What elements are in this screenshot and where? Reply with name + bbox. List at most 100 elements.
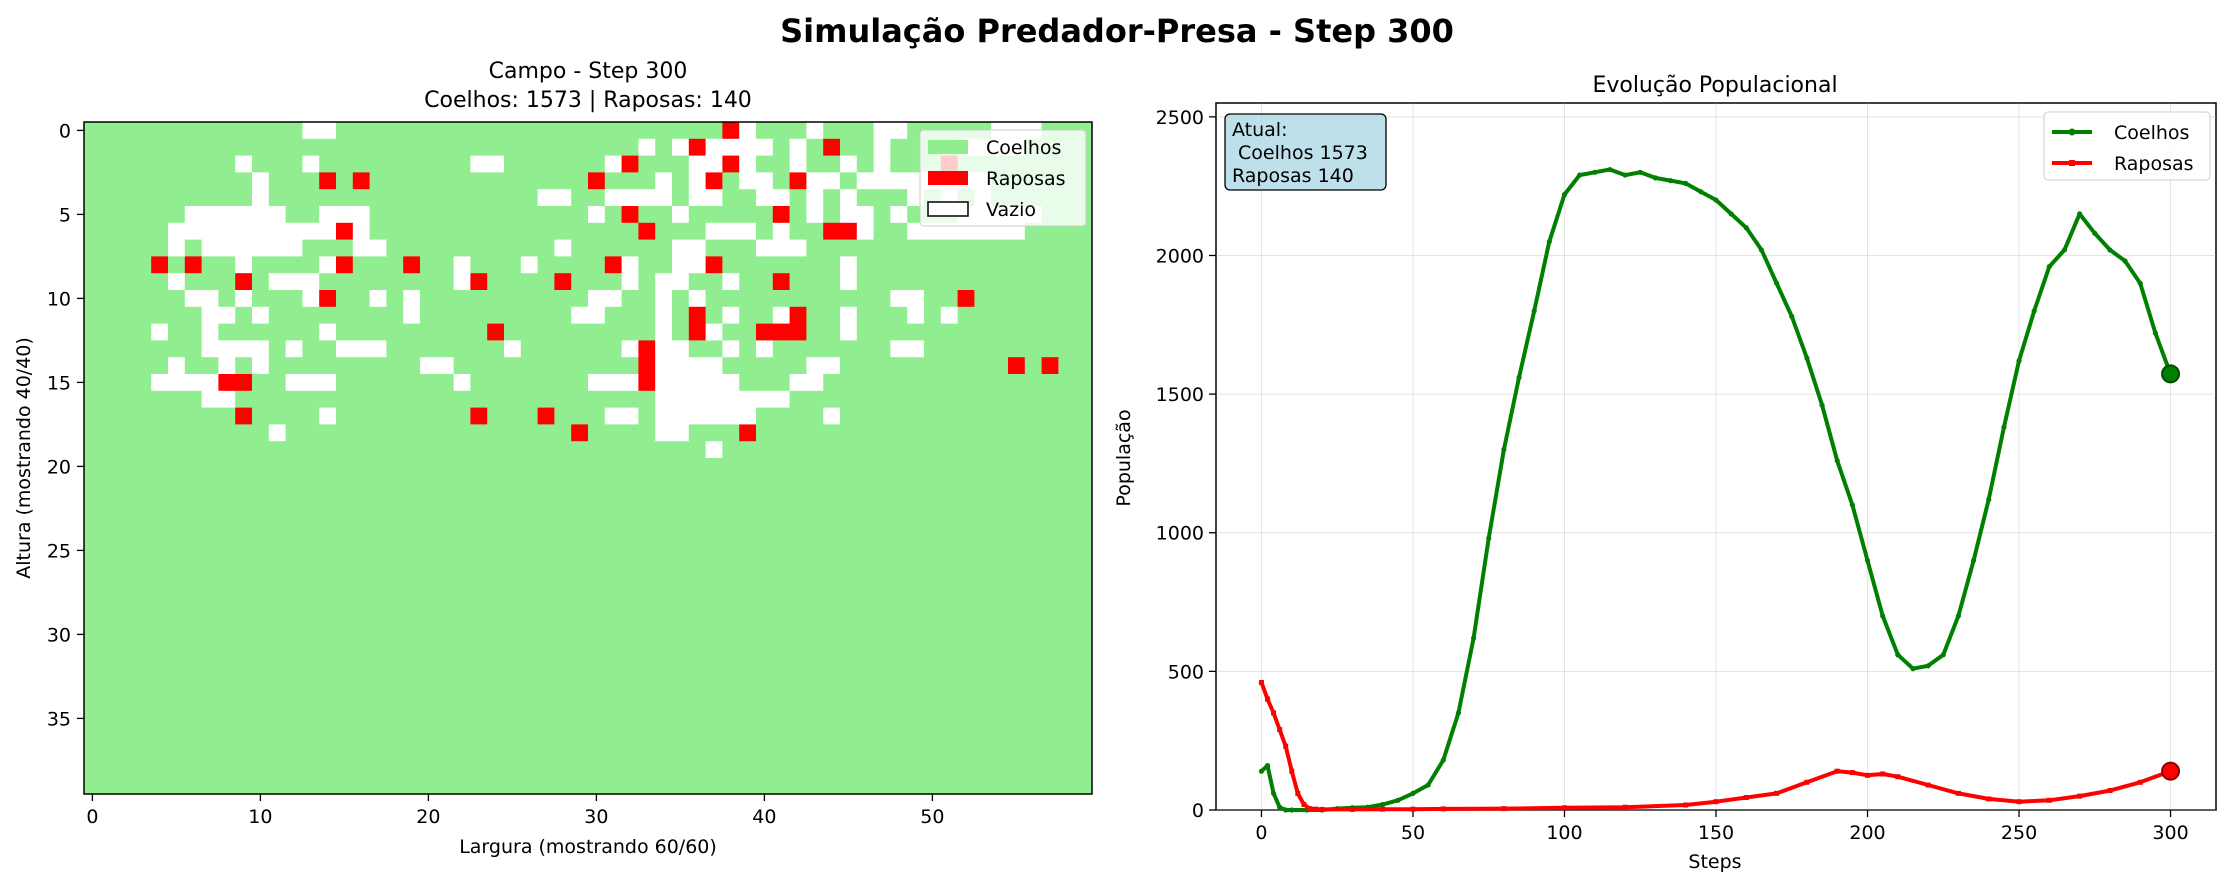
heatmap-cell xyxy=(823,710,841,728)
heatmap-cell xyxy=(537,172,555,190)
heatmap-cell xyxy=(268,659,286,677)
heatmap-cell xyxy=(1024,323,1042,341)
heatmap-cell xyxy=(739,390,757,408)
heatmap-cell xyxy=(907,424,925,442)
heatmap-cell xyxy=(806,290,824,308)
heatmap-cell xyxy=(470,659,488,677)
heatmap-cell xyxy=(907,676,925,694)
heatmap-cell xyxy=(772,155,790,173)
heatmap-y-tick-label: 15 xyxy=(47,372,71,394)
heatmap-cell xyxy=(873,206,891,224)
heatmap-cell xyxy=(588,441,606,459)
heatmap-cell xyxy=(1041,474,1059,492)
heatmap-cell xyxy=(369,491,387,509)
heatmap-cell xyxy=(991,609,1009,627)
heatmap-cell xyxy=(436,122,454,140)
heatmap-cell xyxy=(571,155,589,173)
heatmap-cell xyxy=(604,458,622,476)
heatmap-cell xyxy=(756,390,774,408)
heatmap-cell xyxy=(369,122,387,140)
heatmap-cell xyxy=(940,592,958,610)
heatmap-cell xyxy=(739,474,757,492)
heatmap-cell xyxy=(621,172,639,190)
series-line-coelhos xyxy=(1259,167,2173,812)
data-point-coelhos xyxy=(1819,402,1825,408)
heatmap-cell xyxy=(100,138,118,156)
heatmap-cell xyxy=(924,693,942,711)
heatmap-cell xyxy=(1058,693,1076,711)
heatmap-cell xyxy=(151,256,169,274)
heatmap-cell xyxy=(184,777,202,795)
heatmap-x-tick-label: 0 xyxy=(86,806,98,828)
heatmap-cell xyxy=(487,390,505,408)
heatmap-cell xyxy=(1041,222,1059,240)
heatmap-cell xyxy=(537,458,555,476)
heatmap-cell xyxy=(588,491,606,509)
heatmap-cell xyxy=(436,726,454,744)
heatmap-cell xyxy=(655,256,673,274)
heatmap-cell xyxy=(840,306,858,324)
heatmap-cell xyxy=(369,424,387,442)
heatmap-cell xyxy=(134,357,152,375)
line-y-tick-label: 2000 xyxy=(1156,245,1204,267)
heatmap-cell xyxy=(621,626,639,644)
heatmap-cell xyxy=(201,575,219,593)
heatmap-cell xyxy=(403,575,421,593)
heatmap-cell xyxy=(940,390,958,408)
heatmap-cell xyxy=(487,374,505,392)
heatmap-cell xyxy=(974,222,992,240)
data-point-raposas xyxy=(1683,802,1689,808)
heatmap-cell xyxy=(117,138,135,156)
heatmap-cell xyxy=(974,558,992,576)
heatmap-cell xyxy=(151,273,169,291)
heatmap-cell xyxy=(789,525,807,543)
heatmap-cell xyxy=(655,508,673,526)
heatmap-cell xyxy=(201,693,219,711)
line-chart-title: Evolução Populacional xyxy=(1592,73,1837,98)
heatmap-cell xyxy=(789,458,807,476)
heatmap-cell xyxy=(688,491,706,509)
heatmap-cell xyxy=(1024,508,1042,526)
heatmap-cell xyxy=(772,575,790,593)
heatmap-cell xyxy=(789,575,807,593)
heatmap-cell xyxy=(134,659,152,677)
heatmap-cell xyxy=(168,760,186,778)
heatmap-cell xyxy=(100,642,118,660)
population-line-chart-panel: Evolução Populacional 0 50 100 150 200 250 300… xyxy=(1113,73,2217,873)
heatmap-cell xyxy=(957,760,975,778)
heatmap-cell xyxy=(151,374,169,392)
heatmap-cell xyxy=(117,575,135,593)
heatmap-cell xyxy=(772,122,790,140)
heatmap-cell xyxy=(218,374,236,392)
heatmap-cell xyxy=(621,239,639,257)
heatmap-cell xyxy=(655,122,673,140)
data-point-coelhos xyxy=(1849,502,1855,508)
heatmap-cell xyxy=(285,189,303,207)
heatmap-cell xyxy=(336,340,354,358)
heatmap-cell xyxy=(302,323,320,341)
heatmap-cell xyxy=(856,575,874,593)
heatmap-cell xyxy=(856,558,874,576)
heatmap-cell xyxy=(369,273,387,291)
heatmap-cell xyxy=(655,323,673,341)
heatmap-cell xyxy=(235,726,253,744)
heatmap-cell xyxy=(487,676,505,694)
heatmap-cell xyxy=(840,424,858,442)
heatmap-cell xyxy=(907,323,925,341)
heatmap-cell xyxy=(924,474,942,492)
heatmap-cell xyxy=(302,710,320,728)
heatmap-cell xyxy=(991,390,1009,408)
heatmap-cell xyxy=(252,357,270,375)
heatmap-cell xyxy=(201,441,219,459)
heatmap-cell xyxy=(252,424,270,442)
heatmap-cell xyxy=(722,575,740,593)
heatmap-cell xyxy=(134,542,152,560)
heatmap-cell xyxy=(319,172,337,190)
heatmap-cell xyxy=(100,710,118,728)
heatmap-cell xyxy=(873,424,891,442)
heatmap-cell xyxy=(688,138,706,156)
heatmap-cell xyxy=(100,155,118,173)
heatmap-cell xyxy=(403,760,421,778)
heatmap-cell xyxy=(336,626,354,644)
